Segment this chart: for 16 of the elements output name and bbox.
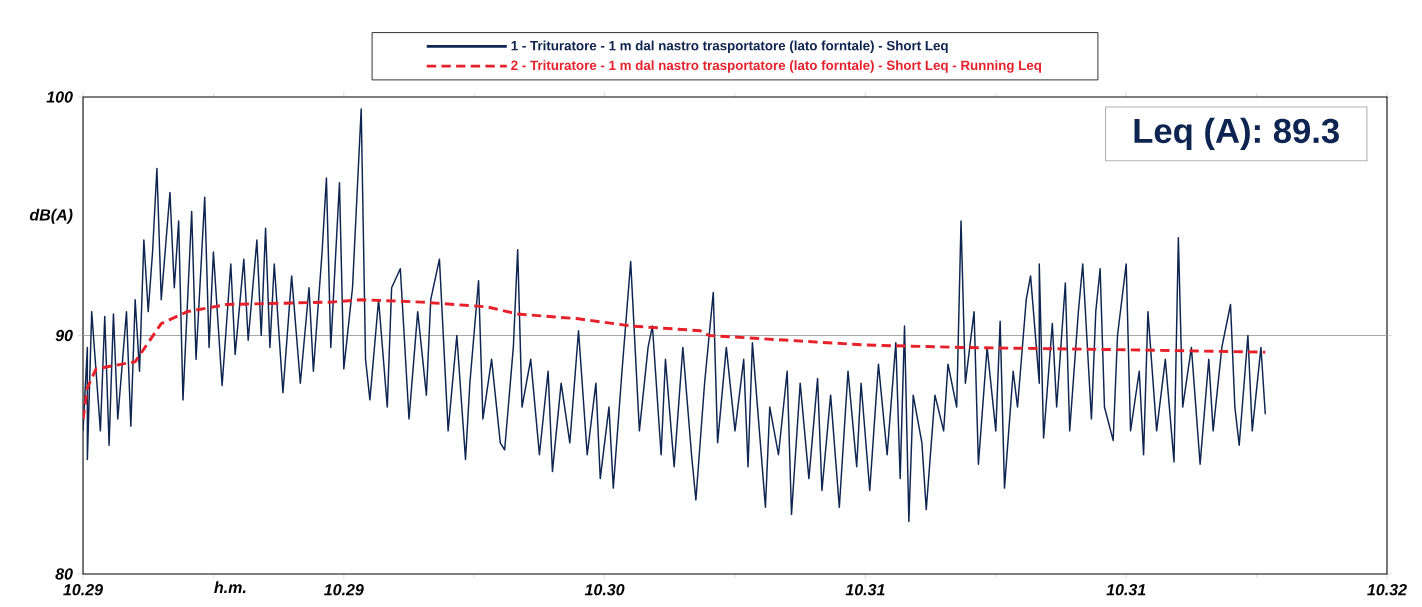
- x-tick-label: 10.32: [1367, 584, 1407, 596]
- line-series: [83, 298, 1267, 421]
- text: 2 - Trituratore - 1 m dal nastro trasportatore (lato forntale) - Short Leq - Running Leq: [511, 60, 1042, 73]
- y-tick-label: 100: [46, 91, 73, 103]
- text: 1 - Trituratore - 1 m dal nastro trasportatore (lato forntale) - Short Leq: [511, 40, 948, 53]
- annotation: Leq (A): 89.3: [1134, 117, 1339, 151]
- line-series: [83, 108, 1267, 523]
- x-tick-label: 10.29: [63, 584, 103, 596]
- y-axis-title: dB(A): [29, 208, 73, 224]
- x-tick-label: 10.30: [584, 584, 625, 596]
- x-tick-label: 10.31: [845, 584, 885, 596]
- x-tick-label: 10.31: [1106, 584, 1146, 596]
- y-tick-label: 90: [55, 329, 73, 342]
- x-tick-label: 10.29: [324, 584, 364, 596]
- y-tick-label: 80: [55, 568, 73, 580]
- x-axis-title: h.m.: [214, 581, 246, 593]
